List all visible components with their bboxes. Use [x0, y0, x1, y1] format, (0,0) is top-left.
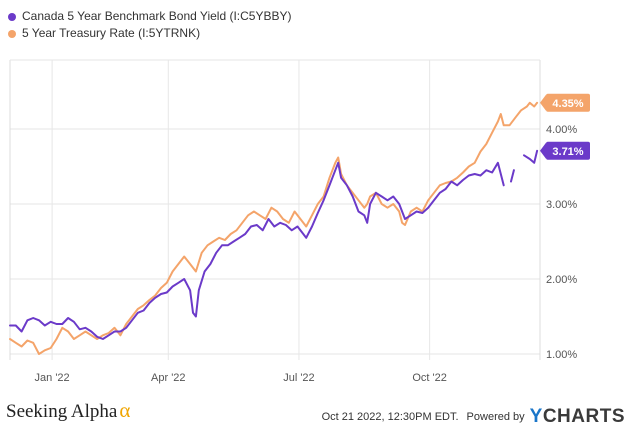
- y-tick-label: 1.00%: [546, 349, 577, 361]
- alpha-symbol: α: [119, 398, 131, 422]
- legend: Canada 5 Year Benchmark Bond Yield (I:C5…: [8, 8, 292, 42]
- series-line-treasury-5y: [9, 101, 539, 355]
- y-tick-label: 2.00%: [546, 274, 577, 286]
- x-axis-tick-labels: Jan '22 Apr '22 Jul '22 Oct '22: [35, 372, 447, 384]
- end-label-box: [546, 141, 590, 160]
- grid-lines: [10, 60, 540, 360]
- ycharts-y-mark: Y: [529, 406, 543, 427]
- end-label-pointer: [540, 142, 546, 159]
- legend-label: 5 Year Treasury Rate (I:5YTRNK): [22, 26, 201, 40]
- brand-name: Seeking Alpha: [6, 401, 118, 422]
- legend-item-treasury[interactable]: 5 Year Treasury Rate (I:5YTRNK): [8, 25, 292, 42]
- end-label-text: 4.35%: [552, 98, 583, 110]
- x-tick-label: Jan '22: [35, 372, 70, 384]
- end-label-box: [546, 93, 590, 112]
- end-label-text: 3.71%: [552, 146, 583, 158]
- ycharts-wordmark: CHARTS: [542, 406, 625, 427]
- end-label-treasury: 4.35%: [540, 93, 590, 112]
- x-tick-label: Oct '22: [412, 372, 447, 384]
- y-tick-label: 4.00%: [546, 124, 577, 136]
- ycharts-logo[interactable]: YCHARTS: [530, 406, 625, 428]
- series-line-canada-5y: [9, 149, 539, 340]
- x-tick-label: Apr '22: [151, 372, 186, 384]
- x-tick-label: Jul '22: [283, 372, 314, 384]
- end-label-pointer: [540, 94, 546, 111]
- end-label-canada: 3.71%: [540, 141, 590, 160]
- attribution: Oct 21 2022, 12:30PM EDT. Powered by YCH…: [322, 406, 625, 428]
- powered-by-label: Powered by: [466, 411, 525, 423]
- legend-marker: [8, 29, 16, 38]
- seeking-alpha-logo: Seeking Alphaα: [6, 398, 130, 423]
- series-layer: [9, 101, 539, 355]
- end-value-labels: 3.71% 4.35%: [540, 93, 590, 160]
- timestamp: Oct 21 2022, 12:30PM EDT.: [321, 411, 459, 423]
- y-tick-label: 3.00%: [546, 199, 577, 211]
- y-axis-tick-labels: 1.00% 2.00% 3.00% 4.00%: [546, 124, 577, 361]
- legend-item-canada[interactable]: Canada 5 Year Benchmark Bond Yield (I:C5…: [8, 8, 292, 25]
- legend-label: Canada 5 Year Benchmark Bond Yield (I:C5…: [22, 9, 292, 23]
- legend-marker: [8, 12, 16, 21]
